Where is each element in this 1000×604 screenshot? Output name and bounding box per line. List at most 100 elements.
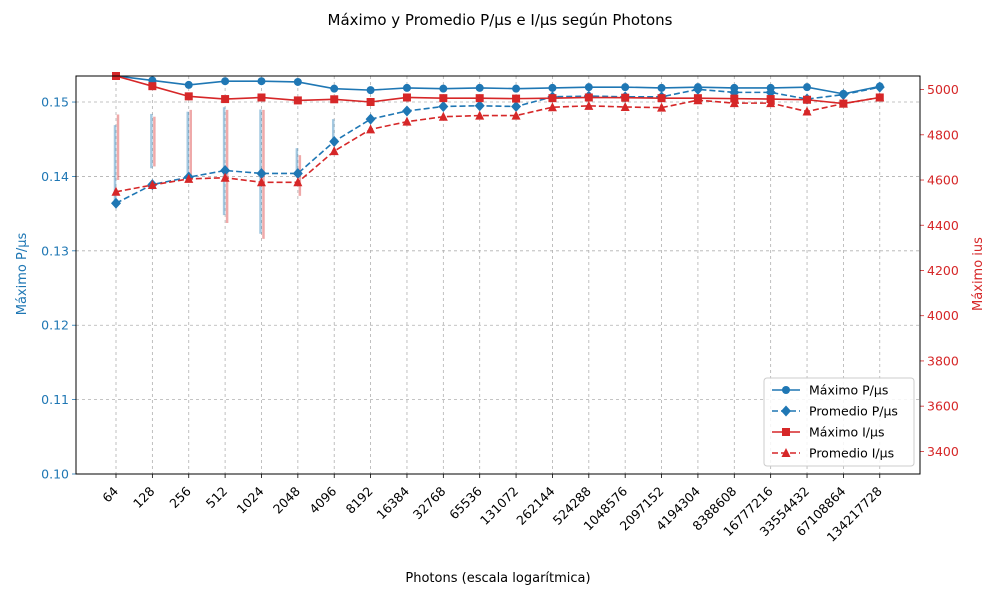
marker-point [475, 94, 484, 103]
marker-point [838, 89, 849, 101]
marker-point [257, 93, 266, 102]
y-left-tick-label: 0.13 [41, 243, 69, 258]
marker-point [693, 95, 703, 105]
x-axis-label: Photons (escala logarítmica) [405, 571, 590, 586]
marker-point [220, 172, 230, 182]
marker-point [220, 164, 231, 176]
x-tick-label: 64 [99, 483, 121, 505]
x-tick-label: 8192 [343, 484, 376, 517]
x-tick-label: 32768 [410, 483, 449, 522]
marker-point [366, 124, 376, 134]
legend: Máximo P/µs Promedio P/µs Máximo I/µs Prome… [763, 377, 915, 467]
series-line [115, 86, 880, 204]
marker-point [439, 94, 448, 103]
legend-label: Máximo P/µs [809, 383, 888, 398]
marker-point [184, 80, 193, 89]
series-group [111, 92, 885, 196]
marker-point [692, 83, 703, 95]
y-left-tick-label: 0.10 [41, 467, 69, 482]
marker-point [547, 102, 557, 112]
marker-point [838, 98, 848, 108]
marker-point [475, 110, 485, 120]
marker-point [256, 167, 267, 179]
x-tick-label: 262144 [513, 483, 557, 527]
marker-point [511, 101, 522, 113]
y-left-tick-label: 0.14 [41, 169, 69, 184]
marker-point [221, 77, 230, 86]
x-tick-label: 1024 [233, 483, 266, 516]
x-tick-label: 131072 [477, 484, 521, 528]
marker-point [402, 93, 411, 102]
legend-label: Promedio I/µs [809, 446, 894, 461]
x-tick-label: 256 [166, 483, 194, 511]
x-tick-label: 2048 [270, 483, 303, 516]
marker-point [584, 100, 594, 110]
marker-point [221, 95, 230, 104]
marker-point [781, 448, 791, 457]
marker-point [329, 146, 339, 156]
marker-point [620, 101, 630, 111]
marker-point [293, 96, 302, 105]
marker-point [782, 428, 790, 436]
marker-point [474, 100, 485, 112]
legend-label: Promedio P/µs [809, 404, 898, 419]
marker-point [875, 92, 885, 102]
legend-label: Máximo I/µs [809, 425, 884, 440]
marker-point [293, 177, 303, 187]
marker-point [438, 111, 448, 121]
x-tick-label: 512 [203, 484, 230, 511]
marker-point [548, 83, 557, 92]
marker-point [293, 77, 302, 86]
y-right-tick-label: 5000 [927, 82, 959, 97]
x-tick-label: 16384 [373, 483, 412, 522]
marker-point [366, 86, 375, 95]
marker-point [366, 98, 375, 107]
marker-point [803, 83, 812, 92]
y-axis-left-label: Máximo P/µs [15, 233, 30, 316]
series-line [115, 96, 880, 193]
marker-point [184, 173, 194, 183]
marker-point [365, 113, 376, 125]
legend-box [763, 377, 915, 467]
axes-layer: 64 128 256 512 1024 2048 4096 81921638432768655… [41, 75, 959, 545]
marker-point [147, 179, 157, 189]
marker-point [438, 101, 449, 113]
marker-point [802, 106, 812, 116]
chart-title: Máximo y Promedio P/µs e I/µs según Phot… [328, 11, 673, 29]
y-left-tick-label: 0.12 [41, 318, 69, 333]
marker-point [584, 83, 593, 92]
marker-point [402, 83, 411, 92]
x-tick-label: 128 [130, 483, 158, 511]
marker-point [512, 94, 521, 103]
series-line [115, 75, 880, 95]
marker-point [657, 94, 666, 103]
y-left-tick-label: 0.11 [41, 392, 69, 407]
y-right-tick-label: 4000 [927, 308, 959, 323]
marker-point [657, 102, 667, 112]
marker-point [511, 110, 521, 120]
marker-point [329, 135, 340, 147]
marker-point [729, 98, 739, 108]
marker-point [402, 116, 412, 126]
marker-point [256, 177, 266, 187]
marker-point [111, 197, 121, 209]
y-right-tick-label: 3400 [927, 444, 959, 459]
plot-frame [75, 75, 921, 475]
marker-point [148, 82, 157, 91]
marker-point [803, 95, 812, 104]
marker-point [475, 83, 484, 92]
marker-point [512, 84, 521, 93]
marker-point [439, 84, 448, 93]
marker-point [257, 77, 266, 86]
marker-point [292, 167, 303, 179]
marker-point [548, 94, 557, 103]
x-tick-label: 4096 [306, 483, 339, 516]
series-layer [111, 72, 885, 209]
marker-point [621, 93, 630, 102]
marker-point [184, 92, 193, 101]
series-line [115, 75, 880, 105]
marker-point [584, 93, 593, 102]
y-right-tick-label: 4400 [927, 218, 959, 233]
